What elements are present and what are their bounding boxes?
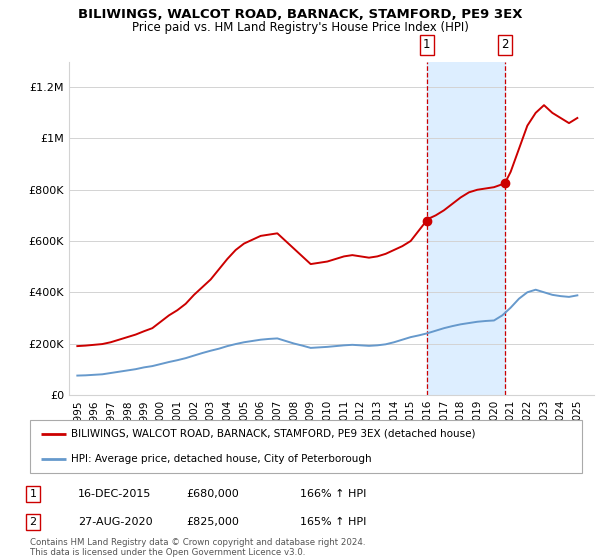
Text: HPI: Average price, detached house, City of Peterborough: HPI: Average price, detached house, City…: [71, 454, 372, 464]
Text: 2: 2: [501, 38, 509, 52]
Text: Contains HM Land Registry data © Crown copyright and database right 2024.
This d: Contains HM Land Registry data © Crown c…: [30, 538, 365, 557]
Bar: [427, 62, 505, 395]
Text: 1: 1: [29, 489, 37, 499]
Text: £825,000: £825,000: [186, 517, 239, 527]
Text: BILIWINGS, WALCOT ROAD, BARNACK, STAMFORD, PE9 3EX (detached house): BILIWINGS, WALCOT ROAD, BARNACK, STAMFOR…: [71, 429, 476, 439]
Text: 27-AUG-2020: 27-AUG-2020: [78, 517, 152, 527]
FancyBboxPatch shape: [30, 420, 582, 473]
Text: 166% ↑ HPI: 166% ↑ HPI: [300, 489, 367, 499]
Text: £680,000: £680,000: [186, 489, 239, 499]
Text: 16-DEC-2015: 16-DEC-2015: [78, 489, 151, 499]
Text: Price paid vs. HM Land Registry's House Price Index (HPI): Price paid vs. HM Land Registry's House …: [131, 21, 469, 34]
Text: BILIWINGS, WALCOT ROAD, BARNACK, STAMFORD, PE9 3EX: BILIWINGS, WALCOT ROAD, BARNACK, STAMFOR…: [78, 8, 522, 21]
Text: 1: 1: [423, 38, 430, 52]
Text: 165% ↑ HPI: 165% ↑ HPI: [300, 517, 367, 527]
Text: 2: 2: [29, 517, 37, 527]
